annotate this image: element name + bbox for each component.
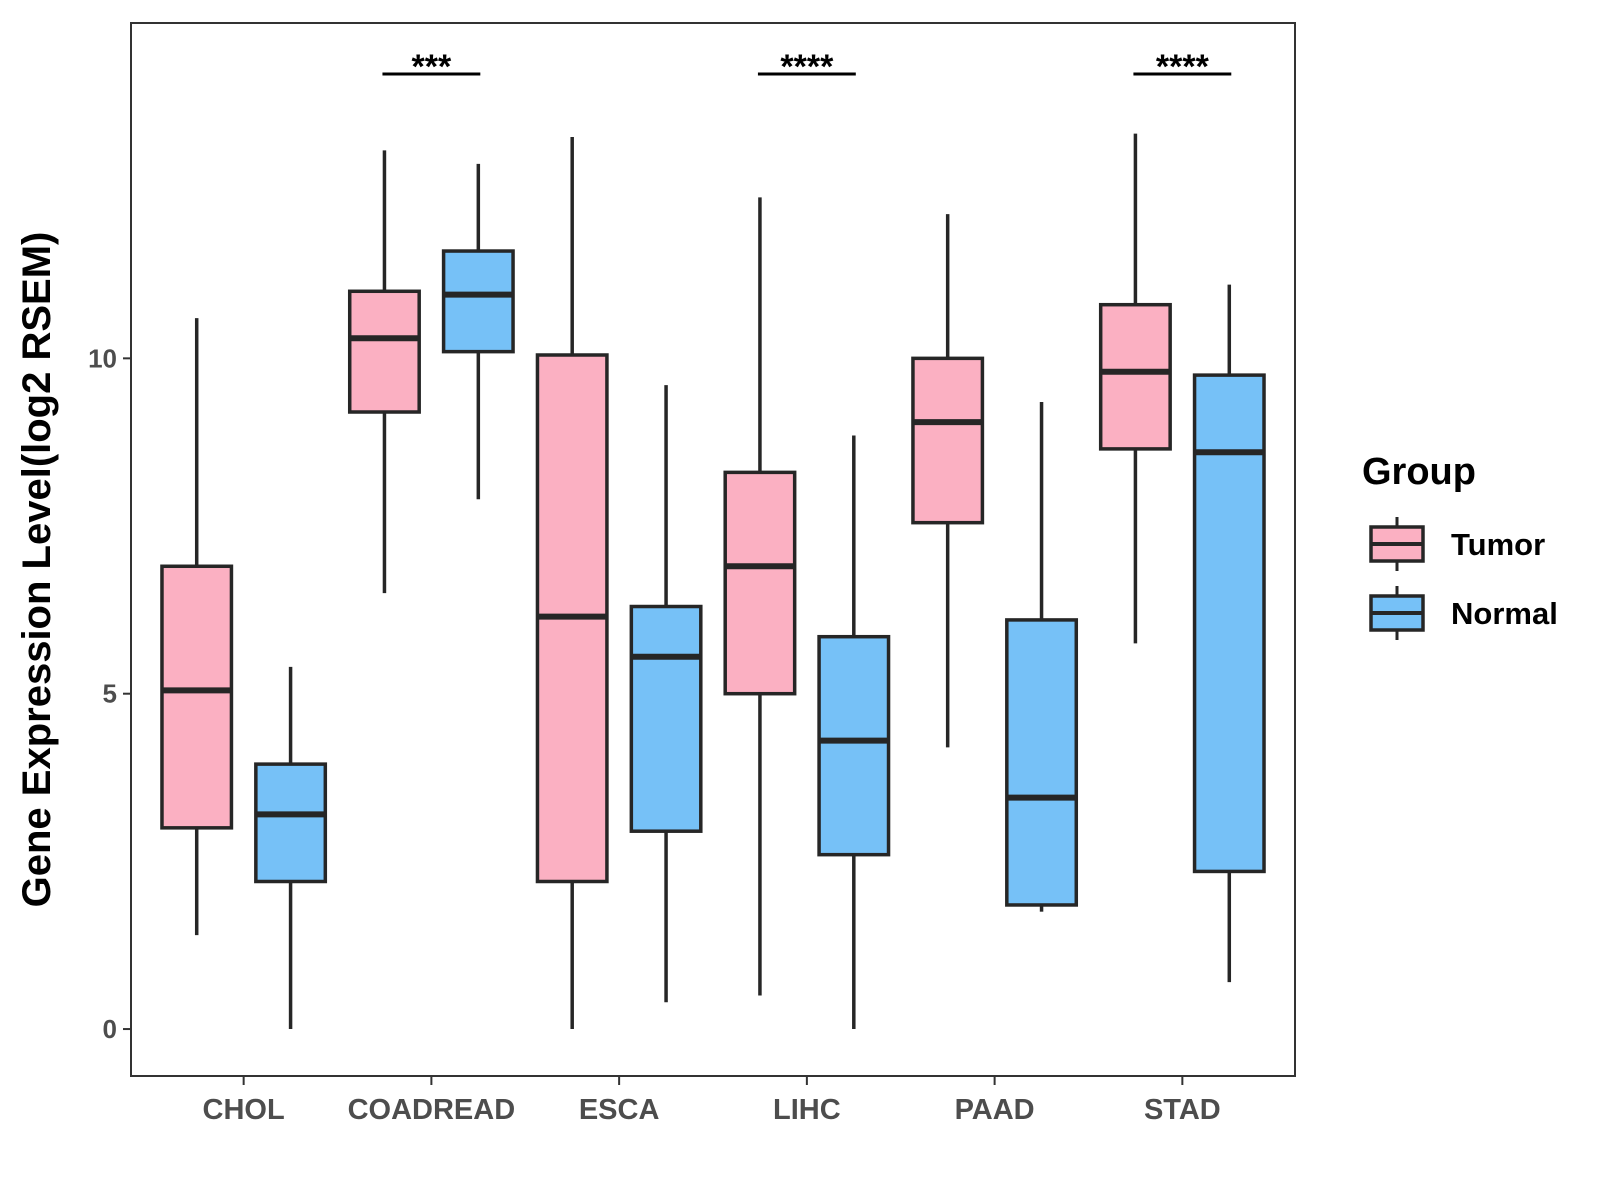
box-iqr — [911, 356, 985, 525]
box-iqr — [817, 634, 891, 857]
box-normal-esca — [629, 385, 703, 1003]
box-iqr — [723, 470, 797, 696]
legend-label: Normal — [1451, 596, 1558, 631]
significance-label: **** — [780, 48, 834, 86]
box-tumor-paad — [911, 214, 985, 748]
x-tick-label-lihc: LIHC — [773, 1094, 841, 1126]
box-tumor-chol — [160, 318, 234, 936]
box-iqr — [254, 762, 328, 884]
box-normal-stad — [1192, 284, 1266, 983]
significance-lihc: **** — [757, 48, 856, 86]
box-iqr — [1005, 618, 1079, 907]
x-tick-label-esca: ESCA — [579, 1094, 660, 1126]
x-tick-label-coadread: COADREAD — [348, 1094, 516, 1126]
y-tick-label: 5 — [103, 679, 117, 709]
box-iqr — [1192, 373, 1266, 874]
y-axis-title: Gene Expression Level(log2 RSEM) — [15, 232, 59, 908]
box-normal-chol — [254, 666, 328, 1030]
box-normal-lihc — [817, 435, 891, 1030]
significance-label: *** — [412, 48, 452, 86]
significance-label: **** — [1156, 48, 1210, 86]
box-iqr — [441, 249, 515, 354]
significance-stad: **** — [1133, 48, 1232, 86]
box-iqr — [160, 564, 234, 830]
legend-item-tumor: Tumor — [1369, 517, 1545, 571]
box-normal-coadread — [441, 163, 515, 500]
x-tick-label-stad: STAD — [1144, 1094, 1221, 1126]
box-tumor-lihc — [723, 197, 797, 996]
axes: 0 5 10 CHOL COADREAD ESCA LIHC PAAD STAD — [88, 343, 1221, 1126]
legend-item-normal: Normal — [1369, 586, 1558, 640]
y-tick-label: 10 — [88, 343, 117, 373]
legend-title: Group — [1362, 451, 1476, 493]
legend: Group Tumor Normal — [1362, 451, 1558, 640]
x-tick-label-chol: CHOL — [203, 1094, 285, 1126]
legend-label: Tumor — [1451, 527, 1545, 562]
box-iqr — [347, 289, 421, 414]
x-tick-label-paad: PAAD — [955, 1094, 1035, 1126]
plot-area: *** **** **** — [160, 48, 1266, 1030]
box-iqr — [1098, 302, 1172, 451]
box-normal-paad — [1005, 401, 1079, 912]
box-tumor-coadread — [347, 150, 421, 594]
panel-border — [130, 22, 1296, 1077]
y-tick-label: 0 — [103, 1014, 117, 1044]
box-tumor-stad — [1098, 133, 1172, 644]
significance-coadread: *** — [382, 48, 481, 86]
box-tumor-esca — [535, 137, 609, 1030]
box-iqr — [629, 604, 703, 833]
